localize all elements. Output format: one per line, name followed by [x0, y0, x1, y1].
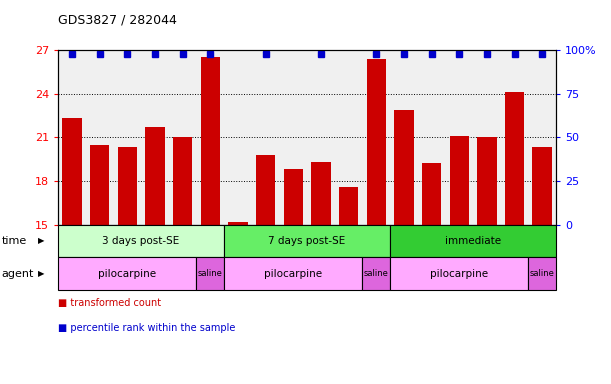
Text: time: time: [2, 236, 27, 246]
Bar: [256, 155, 275, 384]
Text: saline: saline: [530, 269, 555, 278]
Bar: [62, 118, 81, 384]
Bar: [311, 162, 331, 384]
Bar: [228, 222, 247, 384]
Text: 7 days post-SE: 7 days post-SE: [268, 236, 346, 246]
Text: ▶: ▶: [38, 237, 45, 245]
Bar: [90, 144, 109, 384]
Text: agent: agent: [2, 268, 34, 279]
Bar: [200, 57, 220, 384]
Bar: [505, 92, 524, 384]
Text: pilocarpine: pilocarpine: [430, 268, 488, 279]
Bar: [422, 164, 441, 384]
Bar: [117, 147, 137, 384]
Bar: [367, 59, 386, 384]
Text: ▶: ▶: [38, 269, 45, 278]
Text: GDS3827 / 282044: GDS3827 / 282044: [58, 13, 177, 26]
Text: pilocarpine: pilocarpine: [98, 268, 156, 279]
Text: ■ percentile rank within the sample: ■ percentile rank within the sample: [58, 323, 235, 333]
Bar: [394, 109, 414, 384]
Bar: [339, 187, 358, 384]
Bar: [284, 169, 303, 384]
Bar: [533, 147, 552, 384]
Text: immediate: immediate: [445, 236, 501, 246]
Text: saline: saline: [198, 269, 222, 278]
Text: ■ transformed count: ■ transformed count: [58, 298, 161, 308]
Text: 3 days post-SE: 3 days post-SE: [103, 236, 180, 246]
Bar: [450, 136, 469, 384]
Bar: [173, 137, 192, 384]
Text: saline: saline: [364, 269, 389, 278]
Text: pilocarpine: pilocarpine: [264, 268, 322, 279]
Bar: [145, 127, 164, 384]
Bar: [477, 137, 497, 384]
